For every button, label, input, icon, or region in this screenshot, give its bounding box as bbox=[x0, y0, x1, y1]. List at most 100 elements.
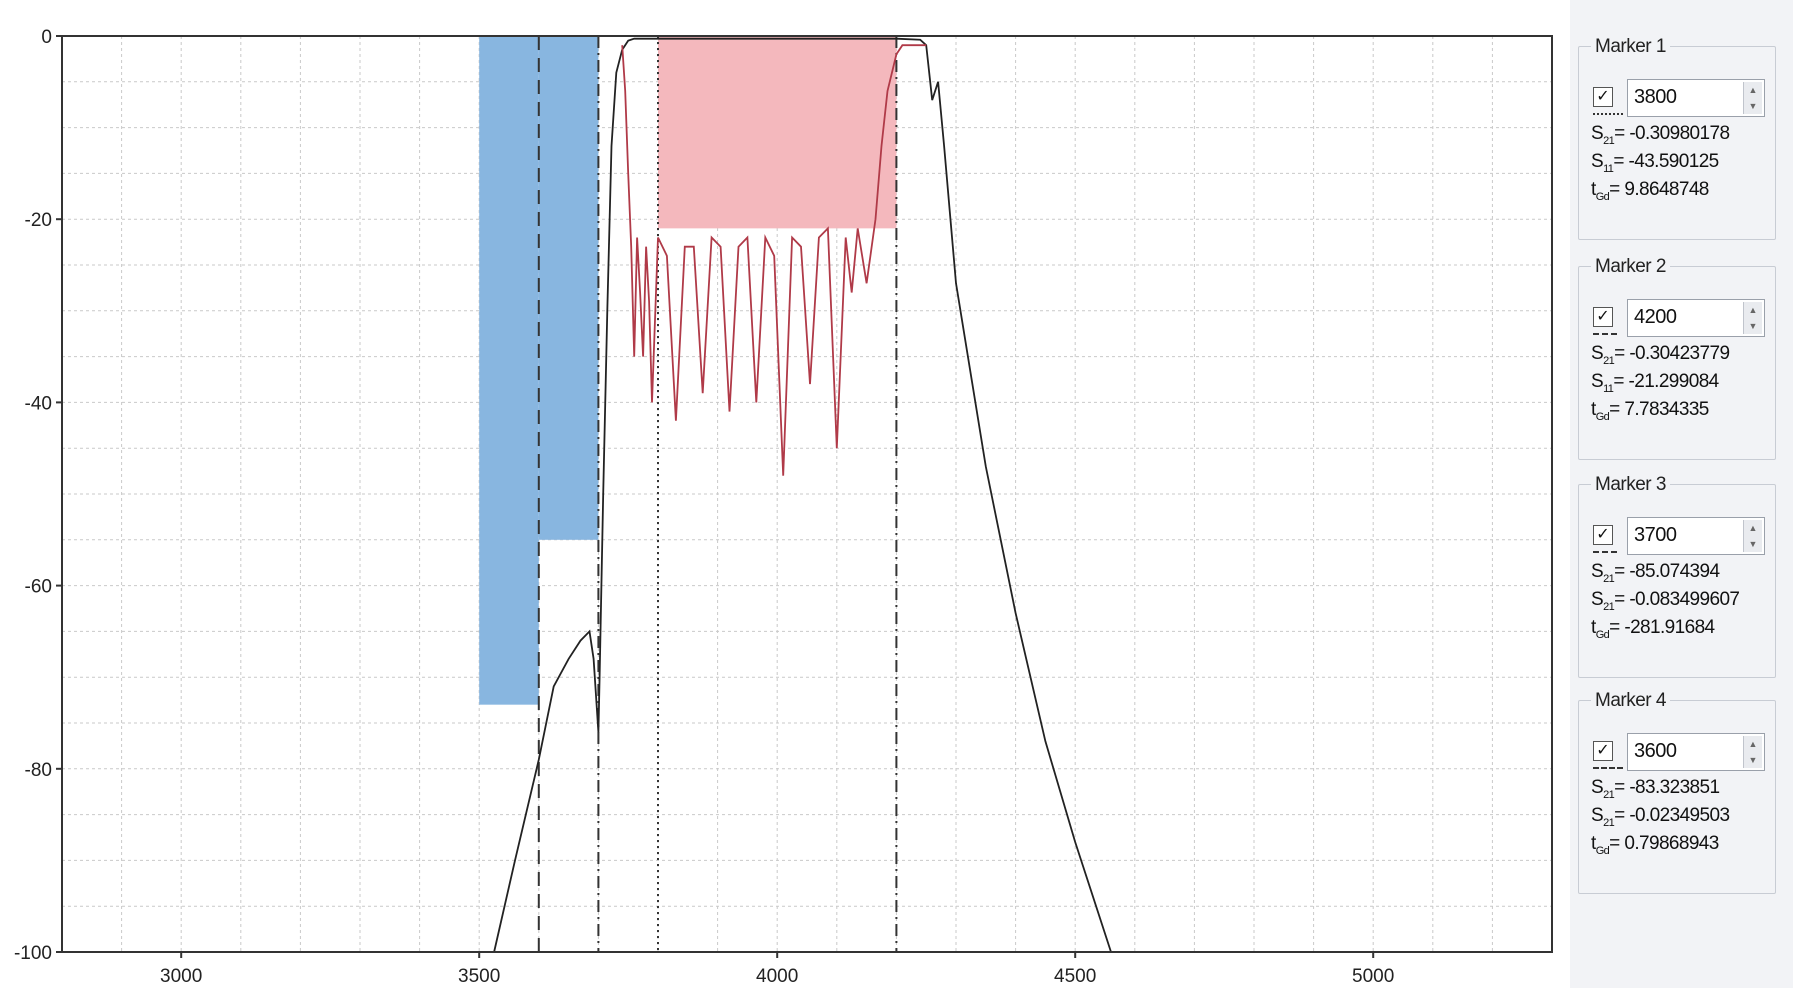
line-style-sample bbox=[1593, 551, 1617, 553]
meas-symbol: S bbox=[1591, 151, 1604, 172]
measurement-group-delay: tGd= 7.7834335 bbox=[1591, 399, 1709, 423]
meas-subscript: Gd bbox=[1595, 190, 1610, 203]
meas-value: -0.30423779 bbox=[1629, 343, 1730, 364]
meas-symbol: t bbox=[1591, 399, 1596, 420]
marker-title: Marker 1 bbox=[1591, 36, 1670, 58]
spin-buttons[interactable]: ▲ ▼ bbox=[1743, 736, 1762, 768]
checkbox-checked-icon[interactable]: ✓ bbox=[1593, 87, 1613, 107]
y-tick-label: -60 bbox=[25, 577, 52, 598]
meas-eq: = bbox=[1614, 805, 1630, 826]
meas-eq: = bbox=[1609, 179, 1625, 200]
meas-symbol: S bbox=[1591, 371, 1604, 392]
meas-eq: = bbox=[1609, 617, 1625, 638]
mask-regions bbox=[479, 36, 897, 705]
arrow-down-icon[interactable]: ▼ bbox=[1748, 755, 1758, 765]
measurement-s21: S21= -0.30423779 bbox=[1591, 343, 1730, 367]
x-tick-label: 4500 bbox=[1054, 966, 1096, 987]
meas-symbol: S bbox=[1591, 561, 1604, 582]
checkbox-checked-icon[interactable]: ✓ bbox=[1593, 525, 1613, 545]
line-style-sample bbox=[1593, 113, 1623, 115]
measurement-group-delay: tGd= -281.91684 bbox=[1591, 617, 1715, 641]
x-tick-label: 3000 bbox=[160, 966, 202, 987]
series-line bbox=[493, 37, 1112, 953]
x-tick-label: 3500 bbox=[458, 966, 500, 987]
spin-buttons[interactable]: ▲ ▼ bbox=[1743, 82, 1762, 114]
marker-group-2: Marker 2 ✓ 4200 ▲ ▼ S21= -0.30423779 S11… bbox=[1578, 256, 1776, 460]
spin-buttons[interactable]: ▲ ▼ bbox=[1743, 520, 1762, 552]
line-style-sample bbox=[1593, 767, 1623, 769]
measurement-s21: S21= -83.323851 bbox=[1591, 777, 1720, 801]
marker-frequency-value[interactable]: 3800 bbox=[1634, 86, 1677, 108]
meas-eq: = bbox=[1614, 561, 1630, 582]
y-tick-label: -20 bbox=[25, 210, 52, 231]
measurement-s21: S21= -0.30980178 bbox=[1591, 123, 1730, 147]
spin-buttons[interactable]: ▲ ▼ bbox=[1743, 302, 1762, 334]
meas-eq: = bbox=[1609, 399, 1625, 420]
y-tick-label: -80 bbox=[25, 760, 52, 781]
marker-panel: Marker 1 ✓ 3800 ▲ ▼ S21= -0.30980178 S11… bbox=[1570, 0, 1793, 988]
measurement-s11: S11= -21.299084 bbox=[1591, 371, 1719, 395]
meas-subscript: 11 bbox=[1603, 162, 1614, 175]
meas-value: 0.79868943 bbox=[1624, 833, 1719, 854]
y-tick-label: 0 bbox=[41, 27, 52, 48]
meas-subscript: Gd bbox=[1595, 628, 1610, 641]
measurement-group-delay: tGd= 0.79868943 bbox=[1591, 833, 1719, 857]
axes: 0 -20 -40 -60 -80 -100 3000 3500 4000 4500 5000 bbox=[14, 27, 1553, 987]
meas-subscript: Gd bbox=[1595, 410, 1610, 423]
measurement-group-delay: tGd= 9.8648748 bbox=[1591, 179, 1709, 203]
meas-subscript: 21 bbox=[1603, 354, 1615, 367]
meas-subscript: 21 bbox=[1603, 600, 1615, 613]
arrow-down-icon[interactable]: ▼ bbox=[1748, 539, 1758, 549]
meas-symbol: t bbox=[1591, 179, 1596, 200]
arrow-down-icon[interactable]: ▼ bbox=[1748, 321, 1758, 331]
marker-group-4: Marker 4 ✓ 3600 ▲ ▼ S21= -83.323851 S21=… bbox=[1578, 690, 1776, 894]
marker-frequency-spinbox[interactable]: 3600 ▲ ▼ bbox=[1627, 733, 1765, 771]
marker-frequency-value[interactable]: 4200 bbox=[1634, 306, 1677, 328]
arrow-up-icon[interactable]: ▲ bbox=[1748, 523, 1758, 533]
series-traces bbox=[493, 37, 1112, 953]
checkbox-checked-icon[interactable]: ✓ bbox=[1593, 307, 1613, 327]
marker-frequency-value[interactable]: 3600 bbox=[1634, 740, 1677, 762]
response-chart[interactable]: 0 -20 -40 -60 -80 -100 3000 3500 4000 4500 5000 bbox=[0, 0, 1570, 988]
plot-frame bbox=[61, 35, 1553, 953]
meas-eq: = bbox=[1613, 151, 1629, 172]
meas-subscript: 21 bbox=[1603, 788, 1615, 801]
meas-symbol: t bbox=[1591, 833, 1596, 854]
arrow-up-icon[interactable]: ▲ bbox=[1748, 739, 1758, 749]
meas-symbol: S bbox=[1591, 777, 1604, 798]
marker-frequency-value[interactable]: 3700 bbox=[1634, 524, 1677, 546]
y-tick-label: -40 bbox=[25, 393, 52, 414]
marker-lines[interactable] bbox=[537, 36, 898, 952]
meas-eq: = bbox=[1614, 123, 1630, 144]
line-style-sample bbox=[1593, 333, 1617, 335]
meas-subscript: 21 bbox=[1603, 572, 1615, 585]
marker-frequency-spinbox[interactable]: 3700 ▲ ▼ bbox=[1627, 517, 1765, 555]
marker-title: Marker 4 bbox=[1591, 690, 1670, 712]
arrow-up-icon[interactable]: ▲ bbox=[1748, 305, 1758, 315]
meas-eq: = bbox=[1614, 589, 1630, 610]
mask-region bbox=[658, 36, 897, 229]
series-line bbox=[621, 44, 927, 476]
mask-region bbox=[479, 36, 539, 705]
plot-area[interactable]: 0 -20 -40 -60 -80 -100 3000 3500 4000 4500 5000 bbox=[0, 0, 1570, 988]
meas-value: -0.02349503 bbox=[1629, 805, 1730, 826]
meas-subscript: 21 bbox=[1603, 816, 1615, 829]
marker-title: Marker 3 bbox=[1591, 474, 1670, 496]
checkbox-checked-icon[interactable]: ✓ bbox=[1593, 741, 1613, 761]
meas-eq: = bbox=[1613, 371, 1629, 392]
meas-value: -281.91684 bbox=[1624, 617, 1715, 638]
arrow-up-icon[interactable]: ▲ bbox=[1748, 85, 1758, 95]
meas-symbol: t bbox=[1591, 617, 1596, 638]
meas-symbol: S bbox=[1591, 805, 1604, 826]
mask-region bbox=[538, 36, 599, 540]
marker-frequency-spinbox[interactable]: 4200 ▲ ▼ bbox=[1627, 299, 1765, 337]
measurement-s11: S11= -43.590125 bbox=[1591, 151, 1719, 175]
meas-subscript: Gd bbox=[1595, 844, 1610, 857]
meas-eq: = bbox=[1614, 343, 1630, 364]
marker-title: Marker 2 bbox=[1591, 256, 1670, 278]
meas-subscript: 21 bbox=[1603, 134, 1615, 147]
meas-value: -85.074394 bbox=[1629, 561, 1720, 582]
arrow-down-icon[interactable]: ▼ bbox=[1748, 101, 1758, 111]
marker-frequency-spinbox[interactable]: 3800 ▲ ▼ bbox=[1627, 79, 1765, 117]
meas-value: -21.299084 bbox=[1628, 371, 1720, 392]
